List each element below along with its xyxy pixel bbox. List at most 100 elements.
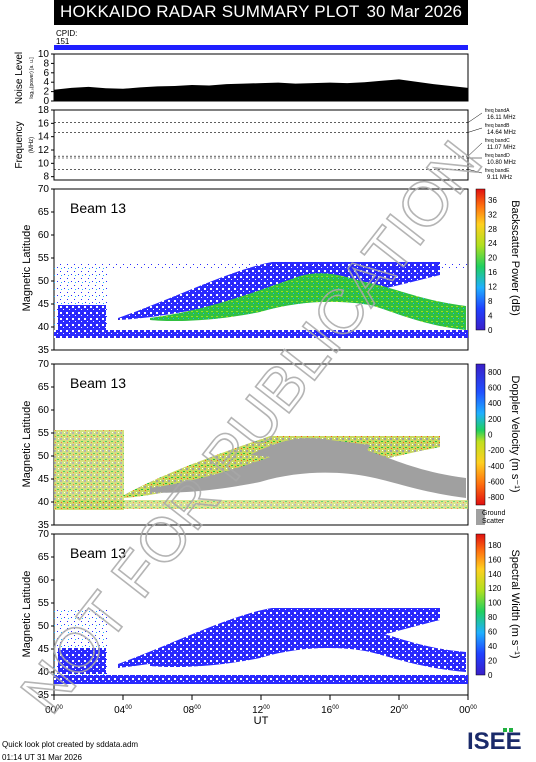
- width-colorbar-label: Spectral Width (m s⁻¹): [509, 549, 521, 658]
- time-tick-hour: 00: [459, 705, 471, 716]
- power-tick-label: 70: [38, 184, 50, 195]
- velocity-colorbar-tick-label: 200: [488, 415, 502, 424]
- time-tick-hour: 08: [183, 705, 195, 716]
- width-colorbar-tick-label: 40: [488, 642, 497, 651]
- time-tick-minute: 00: [332, 705, 339, 711]
- frequency-band-value: 14.64 MHz: [487, 130, 516, 136]
- width-colorbar-tick-label: 140: [488, 570, 502, 579]
- noise-tick-label: 0: [43, 96, 49, 107]
- noise-tick-label: 4: [43, 77, 49, 88]
- velocity-scatter-data: [54, 430, 468, 510]
- power-tick-label: 55: [38, 253, 50, 264]
- time-tick-label: 0800: [183, 705, 201, 716]
- time-tick-minute: 00: [125, 705, 132, 711]
- time-tick-label: 0000: [459, 705, 477, 716]
- frequency-axis-label: Frequency: [14, 121, 25, 168]
- power-beam-label: Beam 13: [70, 200, 126, 216]
- width-tick-label: 55: [38, 598, 50, 609]
- power-colorbar-tick-label: 16: [488, 268, 497, 277]
- noise-tick-label: 6: [43, 68, 49, 79]
- time-tick-minute: 00: [56, 705, 63, 711]
- power-axis-label: Magnetic Latitude: [21, 225, 33, 312]
- power-panel: 35 40 45 50 55 60 65 70 0 4 8 12 16 20 24 28 32 36 Beam …: [21, 184, 521, 356]
- velocity-colorbar-tick-label: 600: [488, 384, 502, 393]
- time-tick-minute: 00: [194, 705, 201, 711]
- time-tick-minute: 00: [470, 705, 477, 711]
- time-tick-hour: 20: [390, 705, 402, 716]
- time-tick-label: 1200: [252, 705, 270, 716]
- power-colorbar-label: Backscatter Power (dB): [509, 200, 521, 316]
- frequency-plot-frame: [53, 109, 469, 181]
- frequency-axis-sublabel: (MHz): [29, 137, 35, 153]
- time-tick-minute: 00: [401, 705, 408, 711]
- power-tick-label: 35: [38, 345, 50, 356]
- velocity-panel: 35 40 45 50 55 60 65 70 800 600 400 200 0 -200 -400 -6…: [21, 359, 521, 531]
- time-tick-minute: 00: [263, 705, 270, 711]
- width-colorbar-tick-label: 180: [488, 541, 502, 550]
- power-colorbar-tick-label: 4: [488, 312, 493, 321]
- ground-scatter-label-1: Ground: [482, 510, 505, 517]
- velocity-tick-label: 50: [38, 451, 50, 462]
- noise-level-area: [54, 79, 468, 101]
- frequency-tick-label: 14: [38, 132, 50, 143]
- velocity-tick-label: 65: [38, 382, 50, 393]
- noise-axis-sublabel: log₁₀(power) [a. u.]: [29, 57, 35, 99]
- power-tick-label: 65: [38, 207, 50, 218]
- frequency-band-value: 16.11 MHz: [487, 115, 516, 121]
- plot-date: 30 Mar 2026: [366, 2, 462, 21]
- frequency-tick-label: 18: [38, 105, 50, 116]
- velocity-tick-label: 45: [38, 474, 50, 485]
- cpid-bar: [54, 45, 468, 50]
- isee-logo-text: ISEE: [467, 728, 522, 755]
- velocity-tick-label: 35: [38, 520, 50, 531]
- velocity-colorbar: [475, 363, 486, 506]
- velocity-colorbar-tick-label: 0: [488, 431, 493, 440]
- velocity-colorbar-tick-label: -800: [488, 493, 505, 502]
- time-tick-label: 2000: [390, 705, 408, 716]
- width-colorbar: [475, 533, 486, 676]
- frequency-band-name: freq bandA: [485, 108, 510, 114]
- noise-axis-label: Noise Level: [14, 52, 25, 104]
- power-tick-label: 60: [38, 230, 50, 241]
- power-colorbar: [475, 188, 486, 331]
- frequency-band-value: 9.11 MHz: [487, 175, 512, 181]
- width-tick-label: 65: [38, 552, 50, 563]
- frequency-band-name: freq bandD: [485, 153, 510, 159]
- time-tick-hour: 16: [321, 705, 333, 716]
- frequency-tick-label: 8: [43, 172, 49, 183]
- width-colorbar-tick-label: 100: [488, 599, 502, 608]
- frequency-band-name: freq bandB: [485, 123, 510, 129]
- frequency-tick-label: 16: [38, 118, 50, 129]
- width-tick-label: 35: [38, 690, 50, 701]
- plot-title: HOKKAIDO RADAR SUMMARY PLOT: [60, 2, 360, 21]
- x-axis-label: UT: [254, 715, 269, 727]
- power-colorbar-tick-label: 24: [488, 239, 497, 248]
- noise-tick-label: 8: [43, 58, 49, 69]
- time-tick-label: 0400: [114, 705, 132, 716]
- power-colorbar-tick-label: 20: [488, 254, 497, 263]
- time-tick-label: 1600: [321, 705, 339, 716]
- time-tick-hour: 12: [252, 705, 264, 716]
- power-scatter-data: [54, 262, 468, 338]
- width-panel: 35 40 45 50 55 60 65 70 0 20 40 60 80 100 120 140 160 18…: [21, 529, 521, 701]
- velocity-colorbar-tick-label: 400: [488, 399, 502, 408]
- width-colorbar-tick-label: 80: [488, 613, 497, 622]
- width-axis-label: Magnetic Latitude: [21, 571, 33, 658]
- ground-scatter-swatch: [476, 509, 485, 525]
- frequency-band-name: freq bandC: [485, 138, 510, 144]
- width-colorbar-tick-label: 120: [488, 584, 502, 593]
- cpid-value: 151: [56, 37, 70, 46]
- frequency-band-value: 11.07 MHz: [487, 145, 516, 151]
- power-colorbar-tick-label: 28: [488, 225, 497, 234]
- time-tick-hour: 00: [45, 705, 57, 716]
- frequency-band-leader: [467, 169, 483, 174]
- frequency-tick-label: 10: [38, 158, 50, 169]
- width-scatter-data: [54, 608, 468, 684]
- width-colorbar-tick-label: 20: [488, 657, 497, 666]
- velocity-tick-label: 60: [38, 405, 50, 416]
- time-tick-hour: 04: [114, 705, 126, 716]
- cpid-label: CPID:: [56, 29, 78, 38]
